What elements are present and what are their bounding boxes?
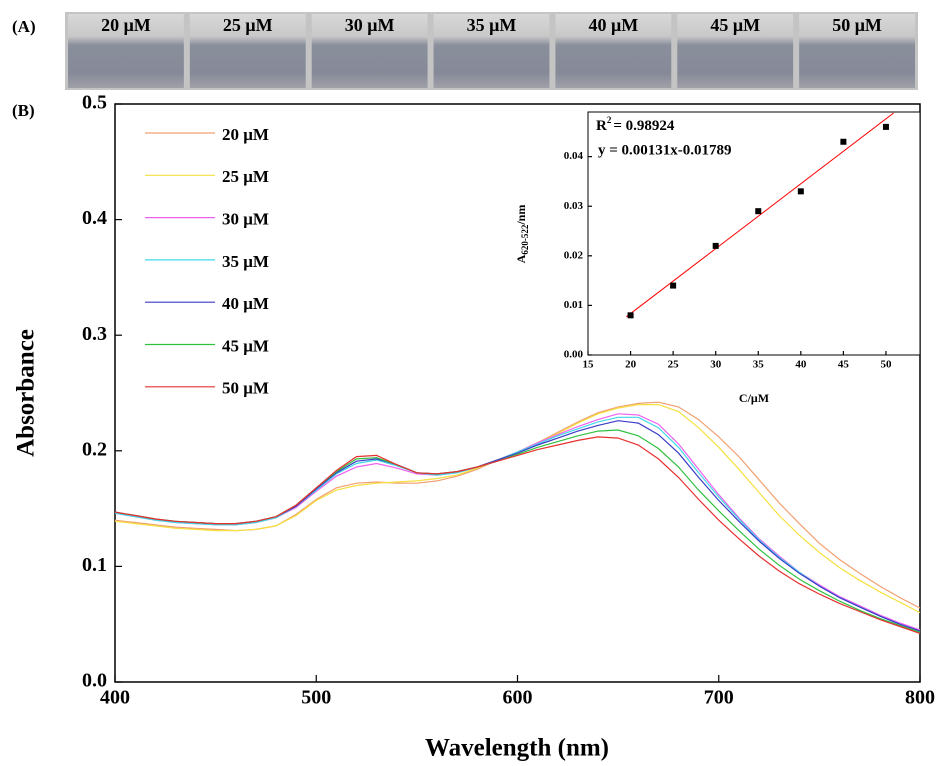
cuvette <box>555 14 672 88</box>
photo-strip: 20 μM 25 μM 30 μM 35 μM 40 μM 45 μM 50 μM <box>65 12 918 90</box>
inset-y-axis-title: A620-522/nm <box>514 205 530 264</box>
y-tick-label: 0.4 <box>82 207 107 229</box>
legend-label: 50 μM <box>222 379 269 398</box>
plot-frame <box>587 111 921 356</box>
legend-label: 40 μM <box>222 294 269 313</box>
x-tick-label: 35 <box>753 359 765 371</box>
x-tick-label: 500 <box>301 687 331 709</box>
data-line <box>114 413 921 631</box>
x-tick-label: 25 <box>668 359 680 371</box>
legend-label: 35 μM <box>222 252 269 271</box>
y-tick-label: 0.2 <box>82 438 107 460</box>
data-point <box>670 282 677 289</box>
annotation-part: = 0.98924 <box>613 118 675 134</box>
panel-label: (B) <box>12 101 35 120</box>
y-tick-label: 0.1 <box>82 554 107 576</box>
annotation: y = 0.00131x-0.01789 <box>598 142 732 158</box>
data-point <box>712 242 719 249</box>
cuvette <box>799 14 915 88</box>
y-axis-title: Absorbance <box>13 329 40 457</box>
cuvette <box>189 14 306 88</box>
data-point <box>797 188 804 195</box>
legend-label: 45 μM <box>222 336 269 355</box>
cuvette <box>433 14 550 88</box>
cuvette <box>677 14 794 88</box>
sample-label: 20 μM <box>101 15 151 35</box>
sample-label: 35 μM <box>467 15 517 35</box>
y-tick-label: 0.3 <box>82 323 107 345</box>
y-tick-label: 0.00 <box>564 349 584 361</box>
y-tick-label: 0.01 <box>564 299 583 311</box>
annotation-sup: 2 <box>607 115 612 125</box>
annotation-part: R <box>596 118 607 134</box>
data-point <box>627 312 634 319</box>
data-line <box>114 404 921 614</box>
y-tick-label: 0.0 <box>82 670 107 692</box>
annotation: R2 = 0.98924 <box>596 115 675 134</box>
label-part: /nm <box>514 205 528 226</box>
legend-label: 25 μM <box>222 167 269 186</box>
x-tick-label: 15 <box>583 359 595 371</box>
x-tick-label: 800 <box>905 687 935 709</box>
x-tick-label: 30 <box>710 359 722 371</box>
x-tick-label: 600 <box>503 687 533 709</box>
x-tick-label: 400 <box>100 687 130 709</box>
y-tick-label: 0.04 <box>564 150 584 162</box>
y-tick-label: 0.02 <box>564 249 584 261</box>
y-tick-label: 0.5 <box>82 92 107 114</box>
data-line <box>114 401 921 609</box>
sample-label: 40 μM <box>589 15 639 35</box>
data-point <box>840 138 847 145</box>
legend-label: 30 μM <box>222 210 269 229</box>
legend-label: 20 μM <box>222 125 269 144</box>
x-tick-label: 700 <box>704 687 734 709</box>
sample-label: 45 μM <box>710 15 760 35</box>
cuvette <box>311 14 428 88</box>
x-tick-label: 20 <box>625 359 637 371</box>
sample-label: 30 μM <box>345 15 395 35</box>
x-tick-label: 45 <box>838 359 850 371</box>
inset-x-axis-title: C/μM <box>739 391 769 405</box>
sample-label: 25 μM <box>223 15 273 35</box>
x-tick-label: 50 <box>880 359 892 371</box>
y-tick-label: 0.03 <box>564 200 584 212</box>
data-line <box>114 436 921 634</box>
cuvette <box>68 14 184 88</box>
label-part: A <box>514 254 528 263</box>
data-line <box>114 416 921 632</box>
panel-label: (A) <box>12 17 36 36</box>
data-point <box>755 208 762 215</box>
x-axis-title: Wavelength (nm) <box>425 735 609 762</box>
data-point <box>882 123 889 130</box>
sample-label: 50 μM <box>832 15 882 35</box>
label-sub: 620-522 <box>520 224 530 254</box>
x-tick-label: 40 <box>795 359 807 371</box>
